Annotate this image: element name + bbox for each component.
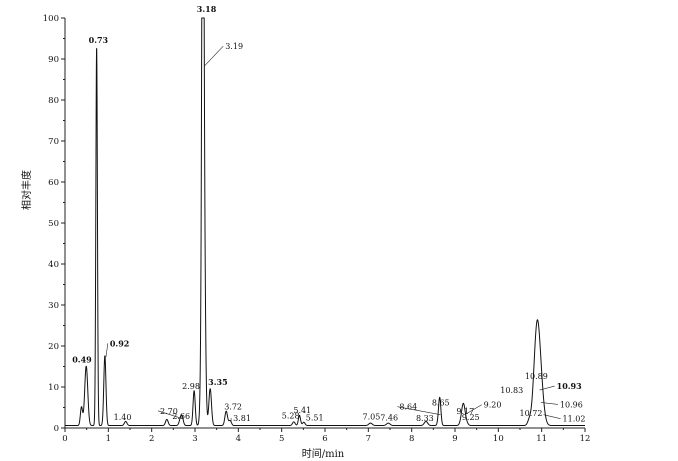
peak-annotations: 0.49 0.73 0.92 1.40 2.662.70 2.98 3.18 3.19 3.35… xyxy=(72,4,585,424)
y-tick-label: 70 xyxy=(48,137,59,147)
annotation-leader xyxy=(543,414,561,419)
annotation-leader xyxy=(105,343,109,358)
x-tick-label: 2 xyxy=(149,434,154,444)
x-tick-label: 11 xyxy=(536,434,547,444)
peak-label: 3.18 xyxy=(197,4,217,14)
y-tick-label: 0 xyxy=(54,424,59,434)
peak-label: 8.33 xyxy=(416,414,434,423)
annotation-leader xyxy=(397,406,441,415)
peak-label: 10.96 xyxy=(560,400,583,409)
x-tick-label: 8 xyxy=(409,434,414,444)
y-tick-label: 20 xyxy=(48,342,59,352)
y-tick-label: 50 xyxy=(48,219,59,229)
peak-label: 2.66 xyxy=(172,412,190,421)
x-tick-label: 9 xyxy=(452,434,457,444)
y-tick-label: 60 xyxy=(48,178,59,188)
peak-label: 9.20 xyxy=(484,401,502,410)
annotation-leader xyxy=(204,45,224,67)
trace-layer xyxy=(64,17,586,427)
peak-label: 9.17 xyxy=(456,407,474,416)
annotation-leader xyxy=(464,404,482,415)
y-tick-label: 40 xyxy=(48,260,59,270)
peak-label: 5.41 xyxy=(293,406,311,415)
x-tick-label: 6 xyxy=(322,434,327,444)
peak-label: 0.49 xyxy=(72,355,92,365)
peak-label: 0.73 xyxy=(89,35,109,45)
x-tick-label: 1 xyxy=(106,434,111,444)
peak-label: 8.65 xyxy=(432,399,450,408)
x-axis-title: 时间/min xyxy=(302,447,345,460)
peak-label: 2.70 xyxy=(160,407,178,416)
peak-label: 9.25 xyxy=(462,413,480,422)
peak-label: 3.19 xyxy=(225,42,243,51)
annotation-leader xyxy=(540,402,558,405)
y-tick-label: 30 xyxy=(48,301,59,311)
peak-label: 5.28 xyxy=(282,411,300,420)
peak-label: 11.02 xyxy=(563,415,586,424)
peak-label: 3.35 xyxy=(208,377,227,387)
peak-label: 10.72 xyxy=(520,409,543,418)
series-line xyxy=(64,17,586,427)
x-tick-label: 0 xyxy=(62,434,67,444)
x-tick-label: 12 xyxy=(580,434,591,444)
y-axis-title: 相对丰度 xyxy=(20,170,33,210)
peak-label: 7.05 xyxy=(363,413,381,422)
peak-label: 3.81 xyxy=(233,414,251,423)
peak-label: 1.40 xyxy=(114,413,132,422)
x-tick-label: 3 xyxy=(192,434,197,444)
y-tick-label: 90 xyxy=(48,55,59,65)
x-tick-label: 7 xyxy=(366,434,371,444)
annotation-leader xyxy=(157,410,184,420)
peak-label: 7.46 xyxy=(380,414,398,423)
peak-label: 0.92 xyxy=(110,338,129,348)
peak-label: 10.89 xyxy=(525,372,548,381)
peak-label: 2.98 xyxy=(182,382,200,391)
peak-label: 8.64 xyxy=(399,403,417,412)
peak-label: 10.93 xyxy=(557,381,582,391)
x-tick-label: 5 xyxy=(279,434,284,444)
peak-label: 10.83 xyxy=(500,386,523,395)
peak-label: 5.51 xyxy=(306,414,324,423)
annotation-leader xyxy=(539,385,555,391)
y-tick-label: 100 xyxy=(43,14,59,24)
x-tick-label: 10 xyxy=(493,434,504,444)
y-tick-label: 80 xyxy=(48,96,59,106)
peak-label: 3.72 xyxy=(224,403,242,412)
x-tick-label: 4 xyxy=(236,434,241,444)
y-tick-label: 10 xyxy=(48,383,59,393)
